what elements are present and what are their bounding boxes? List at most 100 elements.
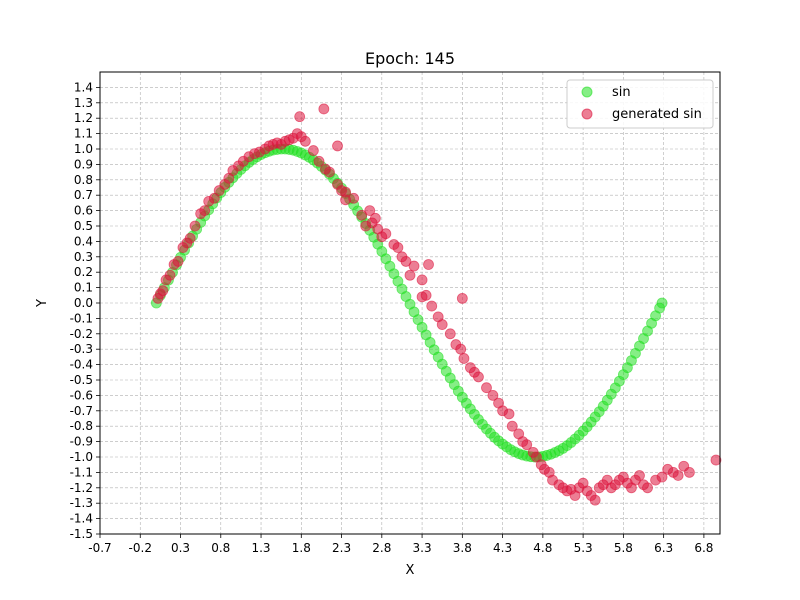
y-tick-label: 0.4 [74,234,93,248]
x-tick-label: 5.3 [574,541,593,555]
x-tick-label: 1.8 [292,541,311,555]
x-tick-label: 2.3 [332,541,351,555]
data-point [487,389,499,401]
data-point [426,300,438,312]
data-point [458,353,470,364]
data-point [506,420,518,432]
series-1 [152,103,722,506]
legend-marker-sin [581,86,593,98]
data-point [589,494,601,506]
y-tick-label: -0.7 [70,404,93,418]
data-point [634,470,645,481]
x-axis-label: X [406,563,415,578]
data-point [332,140,343,152]
series-0 [150,143,668,463]
y-tick-label: 0.9 [74,157,93,171]
data-point [423,259,434,270]
x-tick-label: 1.3 [251,541,270,555]
x-tick-label: 2.8 [372,541,391,555]
data-point [340,194,351,206]
data-point [456,292,468,304]
legend: sin generated sin [566,79,714,129]
y-tick-label: -1.4 [70,512,93,526]
x-tick-label: -0.7 [88,541,111,555]
data-point [710,454,722,466]
data-point [392,242,404,253]
data-point [318,103,330,115]
data-point [199,205,211,217]
data-point [404,269,416,281]
y-tick-label: -1.2 [70,481,93,495]
data-point [208,192,220,204]
legend-box [566,79,714,129]
data-point [436,319,448,330]
data-point [400,256,412,267]
y-tick-label: -0.5 [70,373,93,387]
legend-label-sin: sin [612,85,631,100]
data-point [481,382,492,394]
y-tick-label: -0.6 [70,388,93,402]
y-tick-label: -1.0 [70,450,93,464]
data-point [531,451,542,463]
x-tick-label: 4.3 [493,541,512,555]
y-tick-label: 1.2 [74,111,93,125]
x-tick-label: 5.8 [614,541,633,555]
y-tick-label: -0.3 [70,342,93,356]
data-point [521,439,533,451]
x-tick-label: 0.3 [171,541,190,555]
data-point [503,408,515,420]
data-point [684,466,695,478]
data-point [356,209,368,221]
x-tick-label: 3.3 [413,541,432,555]
data-point [172,256,184,267]
y-tick-label: 0.5 [74,219,93,233]
y-tick-label: -1.5 [70,527,93,541]
y-tick-label: -1.1 [70,465,93,479]
y-tick-label: 1.3 [74,96,93,110]
series-layer [150,103,722,506]
y-tick-label: 0.3 [74,250,93,264]
data-point [416,291,428,303]
data-point [164,269,176,281]
y-tick-label: 0.7 [74,188,93,202]
legend-marker-generated-sin [581,108,593,120]
legend-label-generated-sin: generated sin [612,107,702,122]
data-point [369,212,381,224]
y-tick-label: 1.4 [74,80,93,94]
data-point [455,343,467,355]
y-tick-label: 1.0 [74,142,93,156]
data-point [307,145,319,156]
y-tick-label: 1.1 [74,127,93,141]
data-point [189,220,201,232]
data-point [313,155,325,167]
y-tick-label: 0.8 [74,173,93,187]
y-axis-label: Y [35,299,50,308]
data-point [324,166,335,178]
y-tick-label: -0.8 [70,419,93,433]
y-tick-label: -0.2 [70,327,93,341]
data-point [157,285,169,297]
x-tick-label: 0.8 [211,541,230,555]
data-point [408,260,420,272]
y-tick-label: 0.2 [74,265,93,279]
x-tick-label: 3.8 [453,541,472,555]
y-tick-label: -1.3 [70,496,93,510]
data-point [656,297,668,309]
data-point [184,232,196,244]
y-tick-label: -0.4 [70,358,93,372]
data-point [416,274,428,286]
data-point [642,482,653,494]
ticks: -0.7 -0.2 0.3 0.8 1.3 1.8 2.3 2.8 3.3 3.8 4.3 4.8 5.… [70,80,714,555]
x-tick-label: 6.3 [654,541,673,555]
x-tick-label: 6.8 [694,541,713,555]
data-point [656,471,668,483]
y-tick-label: 0.1 [74,281,93,295]
data-point [444,328,456,340]
x-tick-label: 4.8 [533,541,552,555]
y-tick-label: 0.6 [74,204,93,218]
chart-title: Epoch: 145 [365,49,455,68]
data-point [672,470,684,481]
y-tick-label: -0.9 [70,435,93,449]
data-point [294,111,306,123]
